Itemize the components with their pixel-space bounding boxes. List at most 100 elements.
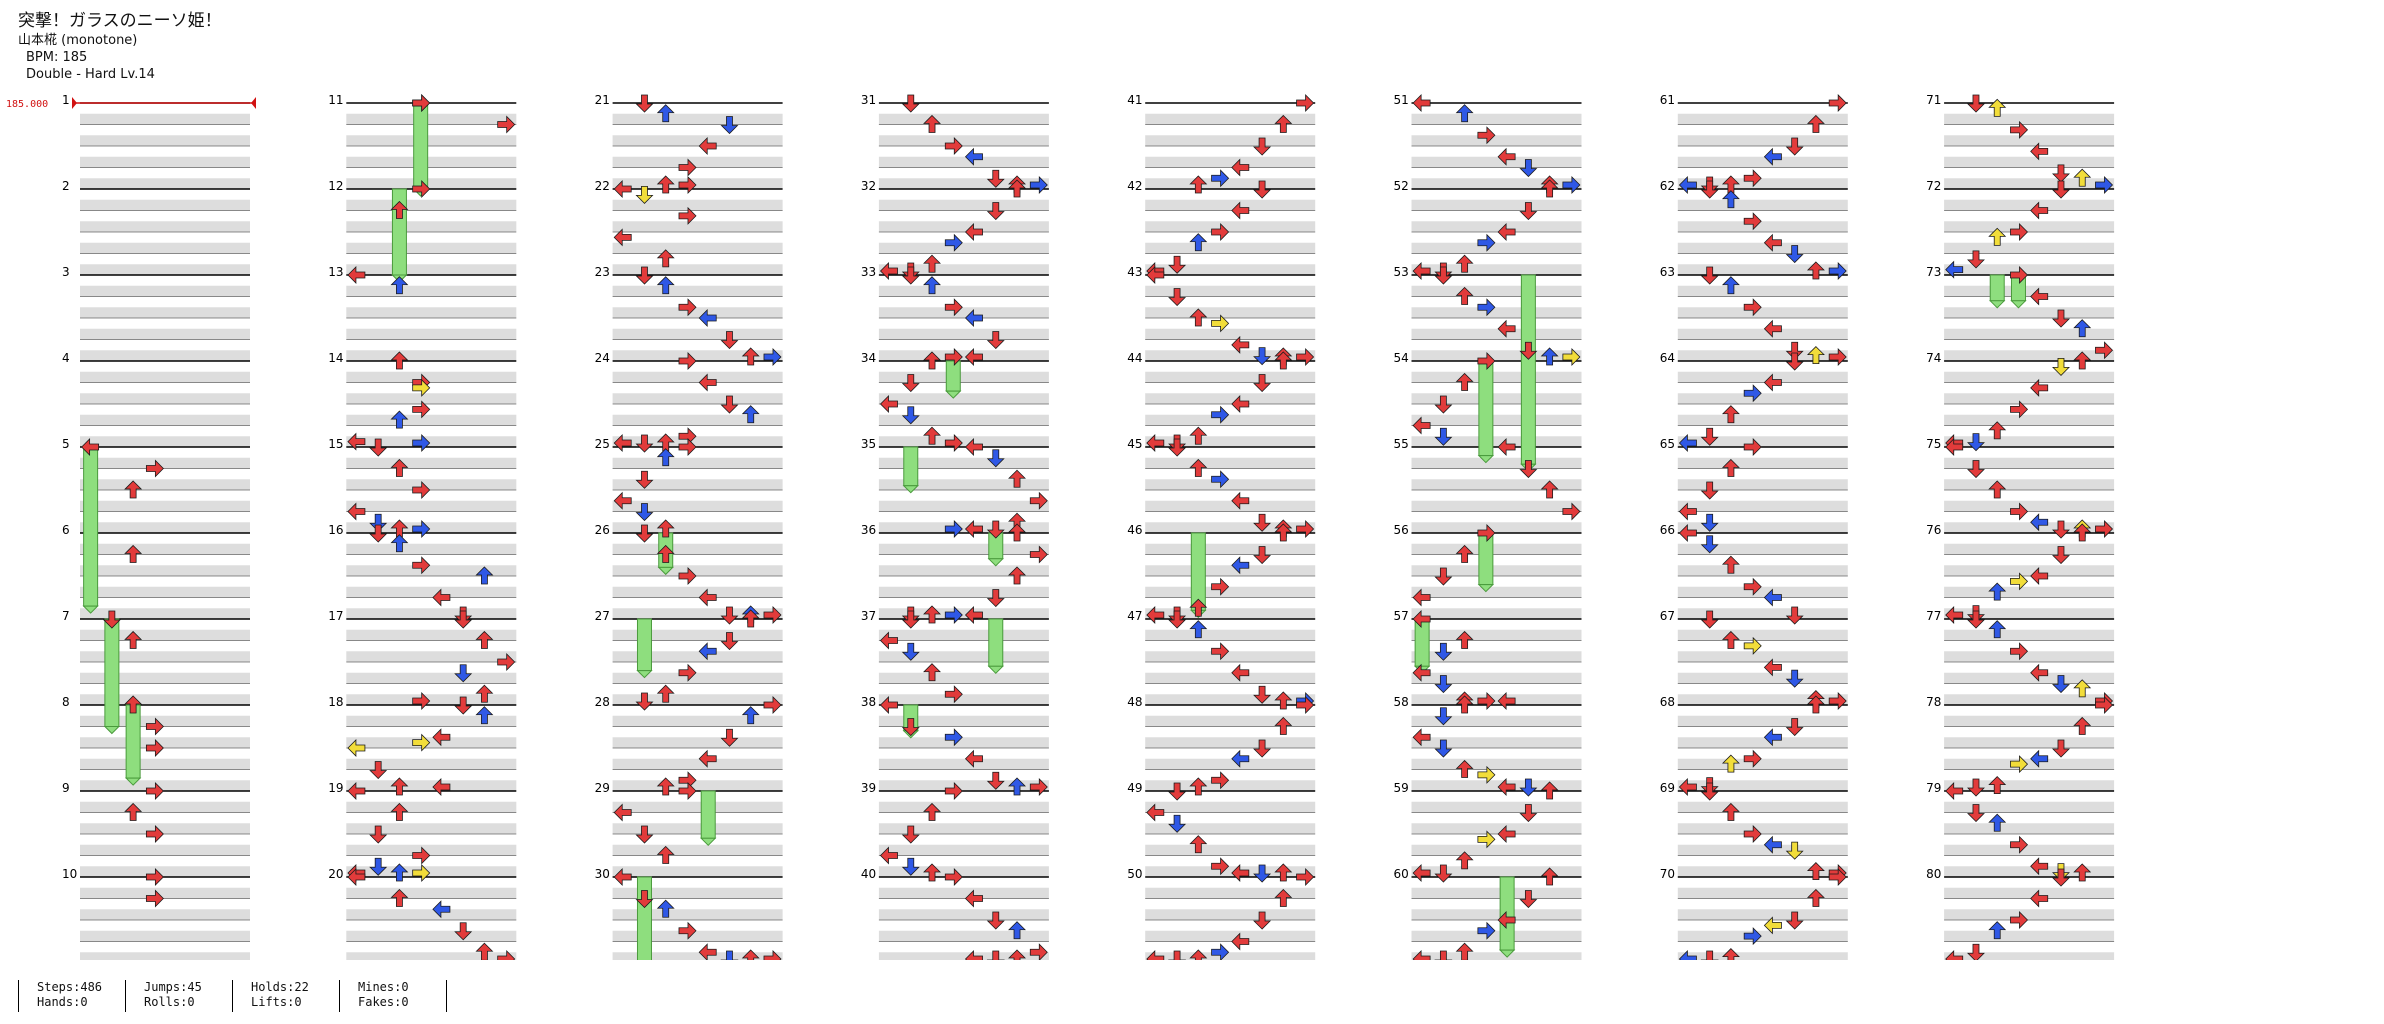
beat-band [346,586,517,598]
beat-band [346,737,517,748]
beat-band [1411,113,1582,125]
beat-band [878,887,1049,899]
step-arrow [1743,298,1762,317]
beat-band [878,221,1049,232]
beat-band [80,436,250,447]
beat-band [1944,952,2115,960]
beat-band [878,199,1049,211]
step-arrow [1231,335,1250,354]
beat-band [612,543,783,555]
beat-band [1677,522,1848,533]
step-arrow [1743,825,1762,843]
step-arrow [1434,642,1453,661]
step-arrow [1519,159,1538,178]
beat-band [878,156,1049,168]
beat-band [1677,780,1848,791]
beat-band [1145,715,1316,727]
step-arrow [1029,176,1048,194]
step-arrow [454,664,473,683]
beat-band [878,543,1049,555]
step-arrow [879,846,898,865]
step-arrow [475,566,494,585]
step-arrow [1412,588,1431,607]
beat-band [346,909,517,920]
hold-body [700,790,716,839]
step-arrow [1455,759,1474,778]
beat-band [1145,178,1316,189]
step-arrow [986,449,1005,468]
measure-number: 22 [595,179,610,193]
step-arrow [1412,262,1431,280]
step-arrow [1008,523,1026,542]
measure-number: 41 [1127,93,1142,107]
step-arrow [964,520,983,538]
measure-number: 63 [1660,265,1675,279]
step-arrow [678,352,697,370]
hold-body [1414,618,1430,667]
step-arrow [741,405,760,424]
step-arrow [2052,520,2070,539]
measure-number: 64 [1660,351,1675,365]
beat-band [346,328,517,340]
step-arrow [1274,351,1293,370]
step-arrow [656,777,675,796]
step-arrow [1763,373,1782,392]
beat-band [1145,500,1316,512]
step-arrow [1519,202,1538,221]
beat-band [346,221,517,232]
beat-band [1677,285,1848,297]
step-arrow [656,104,675,123]
step-arrow [964,950,983,960]
beat-band [1145,801,1316,813]
measure-number: 52 [1394,179,1409,193]
step-arrow [1743,636,1762,655]
beat-band [1944,608,2115,619]
step-arrow [124,480,143,499]
beat-band [346,672,517,684]
beat-band [80,801,250,813]
step-arrow [1967,433,1985,452]
measure-number: 26 [595,523,610,537]
step-arrow [1519,890,1538,909]
beat-band [1944,457,2115,469]
step-arrow [879,696,898,714]
beat-band [1411,350,1582,361]
step-arrow [1029,943,1048,960]
step-arrow [1211,223,1230,241]
step-arrow [1029,778,1048,796]
step-arrow [1168,950,1187,960]
measure-number: 25 [595,437,610,451]
step-arrow [412,556,431,575]
step-arrow [432,728,451,747]
step-arrow [2010,223,2029,241]
step-arrow [1678,524,1697,542]
step-arrow [412,434,431,452]
stat-hands: Hands:0 [37,995,88,1009]
step-arrow [145,889,164,908]
step-arrow [678,663,697,682]
beat-band [1411,414,1582,426]
step-arrow [944,137,963,155]
beat-band [346,522,517,533]
step-arrow [2010,266,2029,284]
beat-band [1944,780,2115,791]
measure-number: 7 [62,609,70,623]
beat-band [1145,737,1316,748]
step-arrow [986,911,1005,930]
beat-band [80,457,250,469]
step-arrow [1146,950,1165,960]
beat-band [1677,543,1848,555]
beat-band [1944,479,2115,490]
beat-band [80,909,250,920]
beat-band [1677,457,1848,469]
beat-band [346,715,517,727]
step-arrow [390,534,409,553]
beat-band [346,844,517,856]
step-arrow [964,749,983,768]
measure-number: 24 [595,351,610,365]
stat-fakes: Fakes:0 [358,995,409,1009]
beat-band [1411,156,1582,168]
step-arrow [1763,728,1782,747]
beat-band [80,113,250,125]
step-arrow [454,922,473,941]
